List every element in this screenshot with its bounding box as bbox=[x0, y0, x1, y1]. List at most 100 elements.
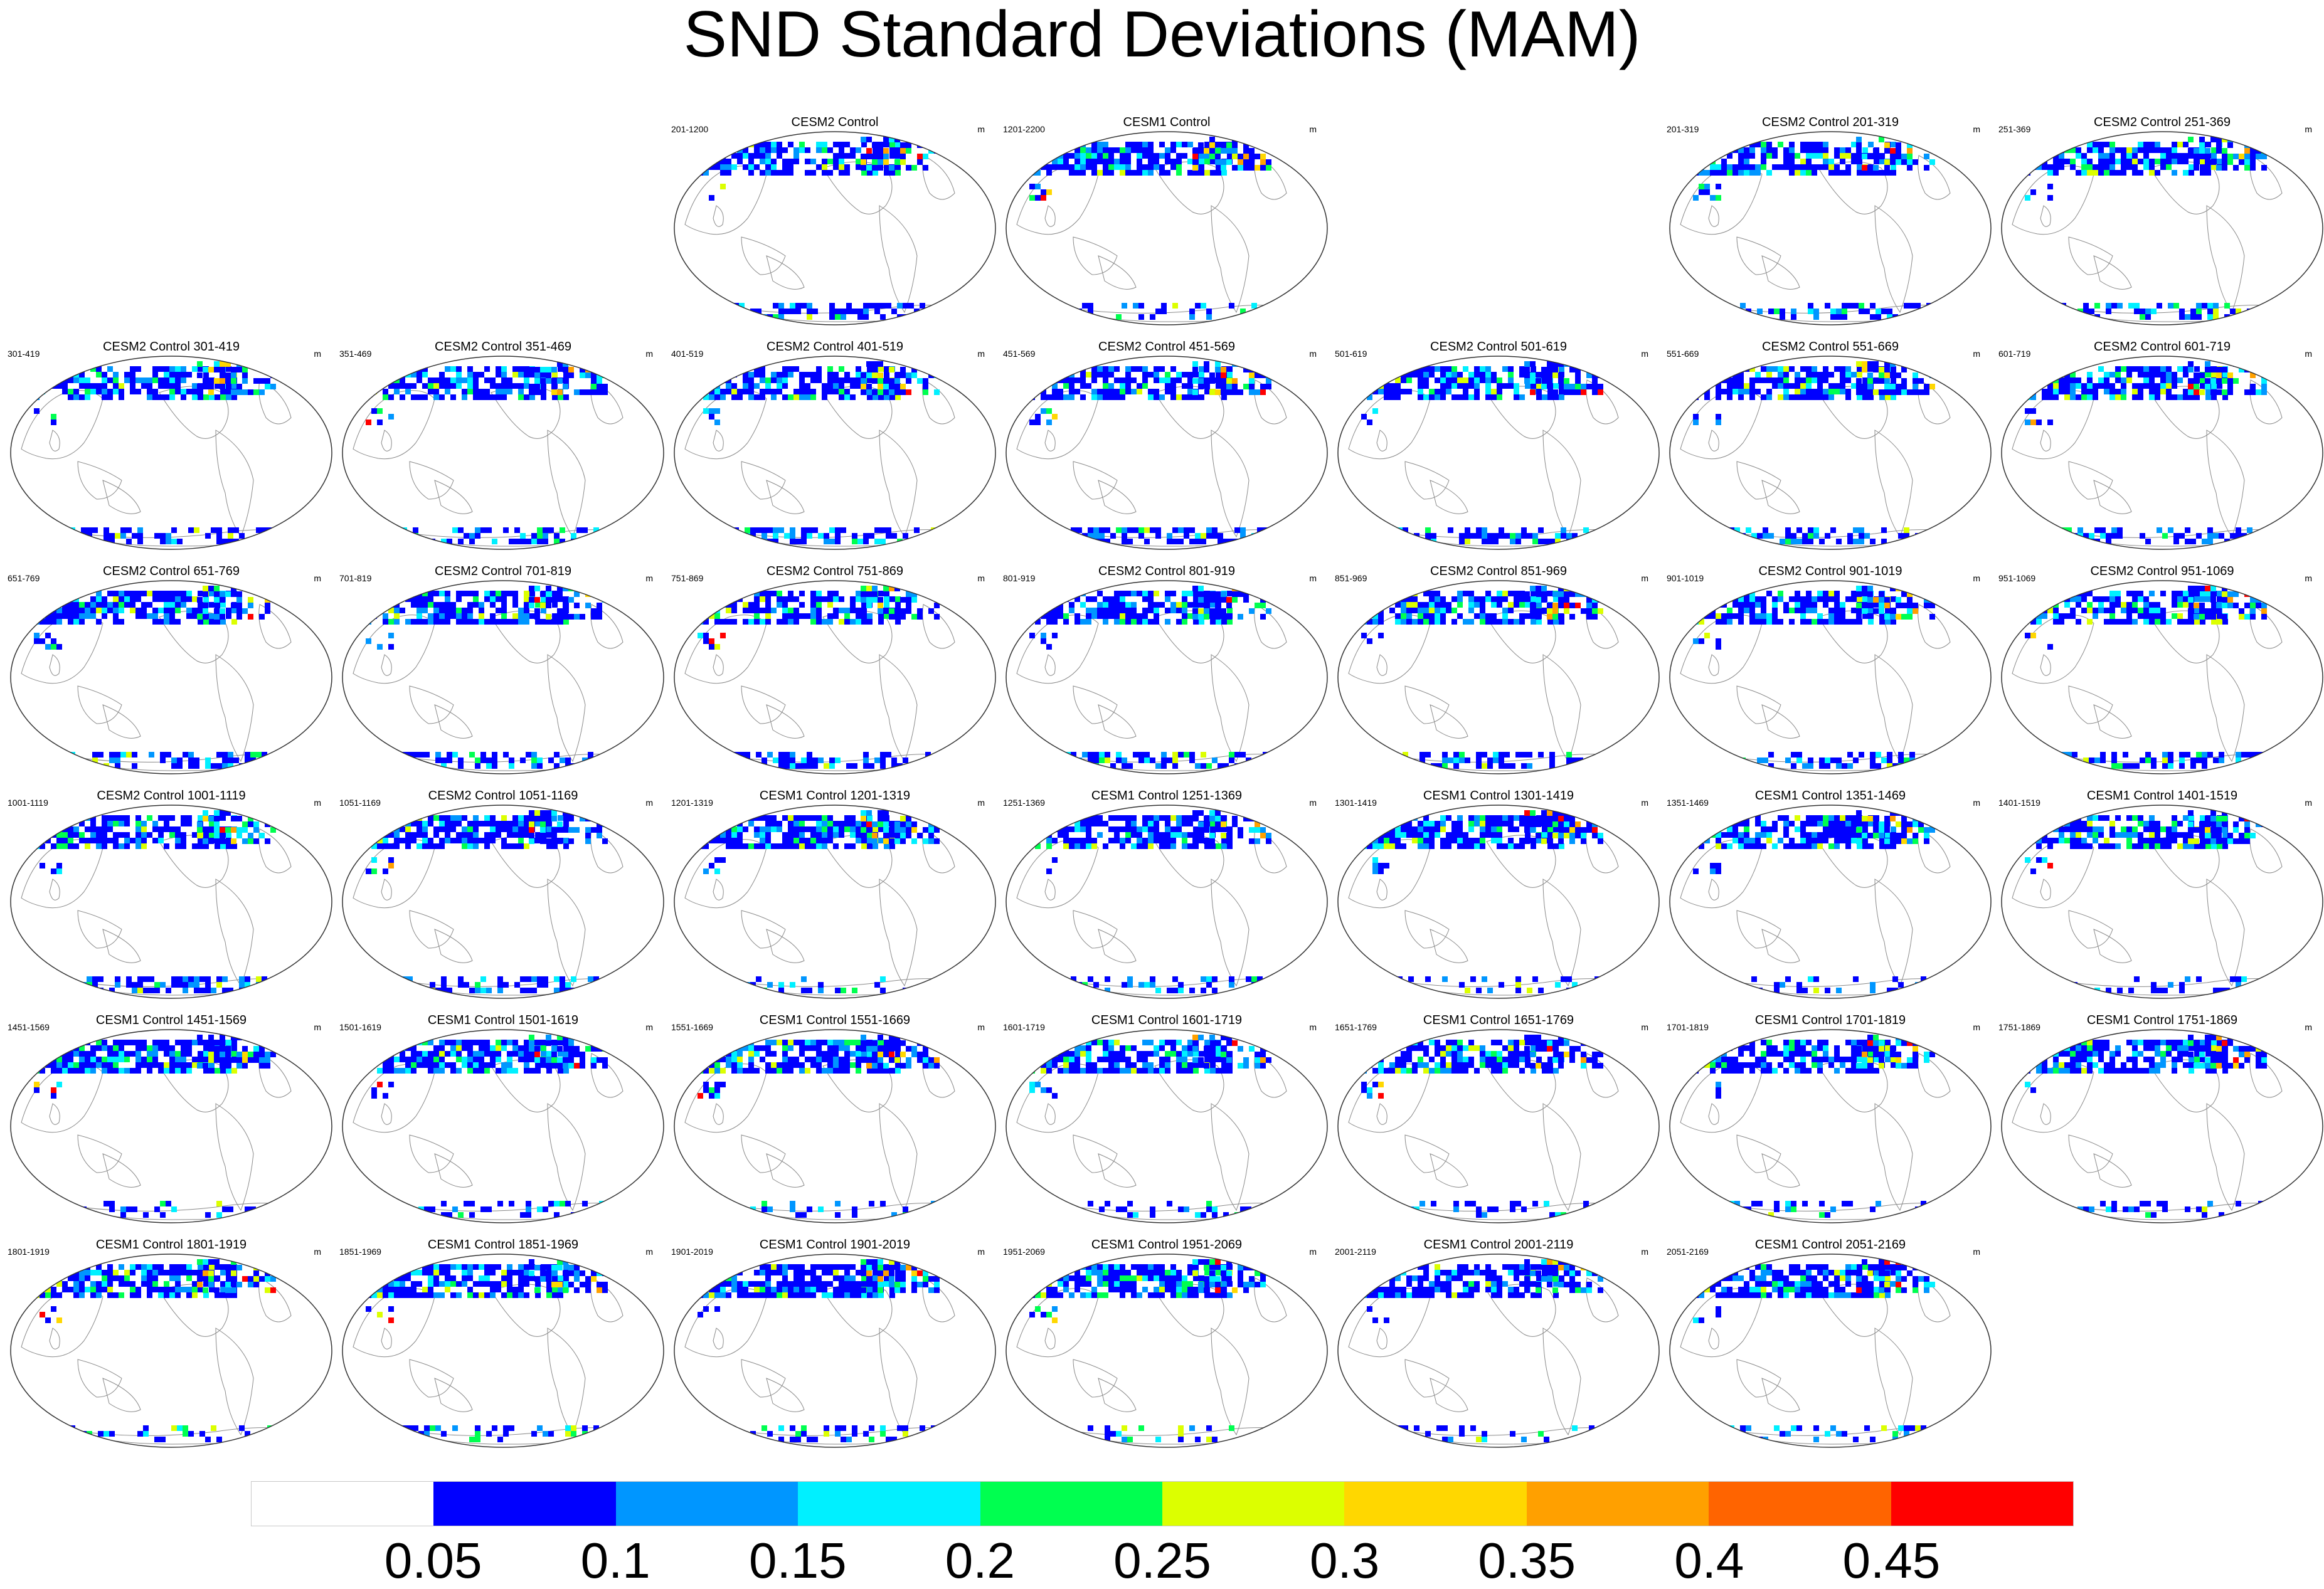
snow-cell bbox=[1108, 602, 1114, 608]
snow-cell bbox=[1716, 644, 1721, 650]
snow-cell bbox=[722, 752, 728, 758]
snow-cell bbox=[2143, 164, 2149, 170]
snow-cell bbox=[1182, 142, 1187, 147]
snow-cell bbox=[2241, 763, 2247, 769]
snow-cell bbox=[1069, 602, 1074, 608]
snow-cell bbox=[1487, 539, 1493, 544]
snow-cell bbox=[1159, 153, 1165, 159]
snow-cell bbox=[1840, 147, 1845, 153]
snow-cell bbox=[2173, 539, 2179, 544]
snow-cell bbox=[2179, 314, 2185, 320]
snow-cell bbox=[428, 377, 433, 383]
snow-cell bbox=[1148, 153, 1154, 159]
snow-cell bbox=[2183, 159, 2189, 164]
snow-cell bbox=[726, 383, 731, 389]
snow-cell bbox=[1088, 303, 1093, 309]
snow-cell bbox=[844, 619, 850, 625]
snow-cell bbox=[1879, 591, 1884, 597]
snow-cell bbox=[1504, 763, 1510, 769]
snow-cell bbox=[1212, 527, 1218, 533]
snow-cell bbox=[2188, 614, 2194, 620]
snow-cell bbox=[895, 596, 901, 602]
snow-cell bbox=[709, 142, 714, 147]
snow-cell bbox=[154, 533, 160, 539]
snow-cell bbox=[158, 394, 164, 400]
snow-cell bbox=[2025, 389, 2030, 394]
panel-title: CESM2 Control 1001-1119 bbox=[5, 789, 337, 803]
snow-cell bbox=[2025, 596, 2030, 602]
snow-cell bbox=[1226, 597, 1232, 603]
snow-cell bbox=[777, 602, 782, 608]
snow-cell bbox=[1176, 153, 1182, 159]
snow-cell bbox=[1749, 596, 1755, 602]
snow-cell bbox=[1453, 752, 1459, 758]
snow-cell bbox=[726, 608, 731, 613]
snow-cell bbox=[2202, 763, 2207, 769]
snow-cell bbox=[1806, 159, 1812, 164]
snow-cell bbox=[2258, 309, 2264, 314]
snow-cell bbox=[866, 384, 872, 389]
snow-cell bbox=[709, 366, 714, 372]
snow-cell bbox=[262, 533, 267, 539]
snow-cell bbox=[2117, 303, 2123, 309]
snow-cell bbox=[2109, 613, 2115, 619]
snow-cell bbox=[2196, 752, 2202, 758]
snow-cell bbox=[923, 384, 928, 389]
snow-cell bbox=[1372, 372, 1378, 377]
snow-cell bbox=[714, 377, 720, 383]
snow-cell bbox=[2222, 591, 2227, 597]
snow-cell bbox=[714, 613, 720, 619]
snow-cell bbox=[79, 608, 85, 613]
snow-cell bbox=[777, 153, 782, 159]
snow-cell bbox=[2211, 153, 2217, 159]
snow-cell bbox=[1154, 164, 1159, 170]
snow-cell bbox=[400, 394, 405, 400]
snow-cell bbox=[2126, 159, 2132, 164]
snow-cell bbox=[1519, 591, 1525, 596]
snow-cell bbox=[1255, 165, 1260, 171]
snow-cell bbox=[2177, 366, 2183, 372]
snow-cell bbox=[164, 602, 169, 608]
snow-cell bbox=[2044, 758, 2049, 763]
snow-cell bbox=[1238, 389, 1243, 395]
snow-cell bbox=[1510, 539, 1515, 544]
snow-cell bbox=[1165, 170, 1170, 176]
snow-cell bbox=[1514, 596, 1519, 602]
snow-cell bbox=[164, 372, 169, 377]
snow-cell bbox=[2155, 394, 2160, 400]
snow-cell bbox=[2172, 602, 2177, 608]
snow-cell bbox=[62, 591, 68, 596]
snow-cell bbox=[1795, 591, 1800, 596]
snow-cell bbox=[2149, 608, 2155, 613]
snow-cell bbox=[1514, 591, 1519, 596]
snow-cell bbox=[2059, 389, 2064, 394]
snow-cell bbox=[79, 602, 85, 608]
snow-cell bbox=[560, 527, 565, 533]
snow-cell bbox=[1161, 763, 1167, 769]
snow-cell bbox=[469, 539, 475, 544]
snow-cell bbox=[1046, 613, 1052, 619]
snow-cell bbox=[1932, 758, 1938, 763]
snow-cell bbox=[2162, 533, 2168, 539]
snow-cell bbox=[1795, 377, 1800, 383]
snow-cell bbox=[220, 394, 226, 400]
snow-cell bbox=[1429, 619, 1435, 625]
snow-cell bbox=[192, 383, 198, 389]
snow-cell bbox=[1564, 603, 1569, 608]
snow-cell bbox=[233, 758, 239, 763]
snow-cell bbox=[265, 361, 270, 367]
map-plot bbox=[9, 579, 334, 775]
snow-cell bbox=[878, 148, 883, 154]
snow-cell bbox=[1041, 147, 1046, 153]
snow-cell bbox=[458, 539, 464, 544]
snow-cell bbox=[1142, 608, 1148, 613]
snow-cell bbox=[496, 389, 501, 394]
snow-cell bbox=[1600, 527, 1606, 533]
snow-cell bbox=[1086, 613, 1091, 619]
snow-cell bbox=[1581, 389, 1586, 395]
snow-cell bbox=[1828, 389, 1834, 394]
snow-cell bbox=[34, 633, 40, 638]
snow-cell bbox=[1440, 389, 1446, 394]
snow-cell bbox=[1243, 148, 1249, 154]
